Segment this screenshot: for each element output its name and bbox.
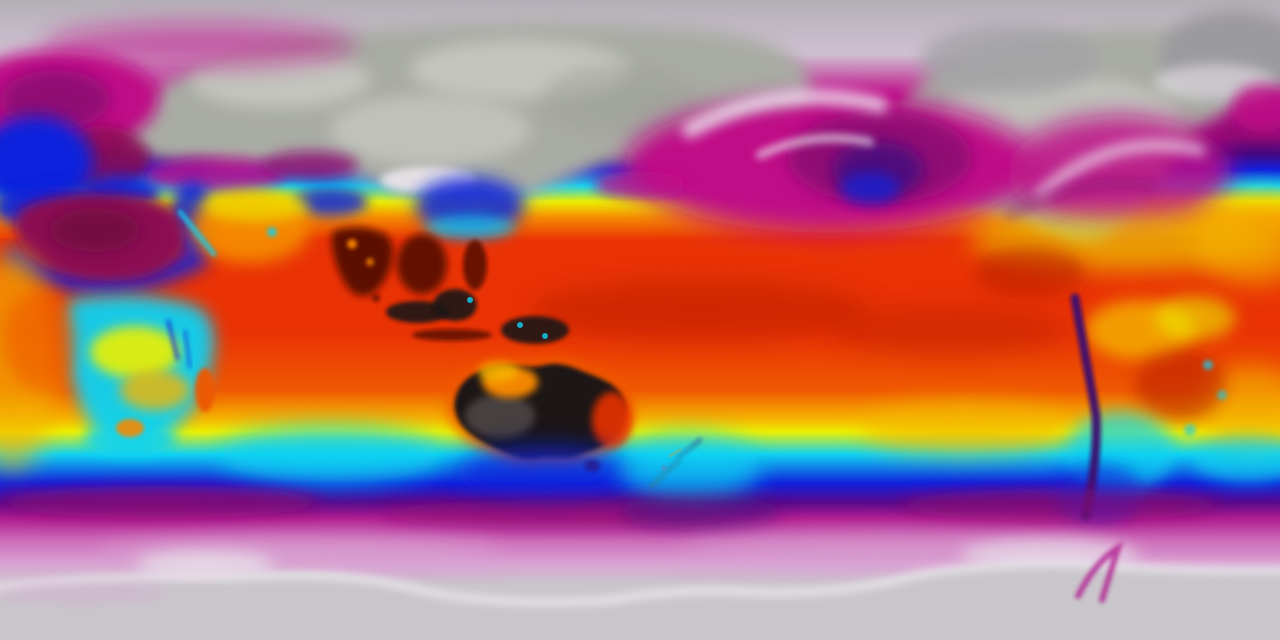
uruguay-cyan-fleck	[1184, 424, 1196, 436]
australian-bight-blue	[455, 446, 635, 498]
east-china-sea-cyan-fringe	[425, 215, 515, 239]
black-sea-magenta	[262, 151, 358, 179]
east-mediterranean-blue	[292, 188, 368, 216]
gulf-of-alaska-magenta	[1008, 116, 1232, 228]
australia-ash-gray-patch	[465, 394, 535, 438]
antarctic-coast-pink-haze	[0, 582, 170, 602]
northeast-atlantic-blue-pool	[0, 116, 93, 208]
pacific-white-swirl-arc-inner	[756, 134, 874, 159]
sri-lanka-dot	[372, 294, 380, 302]
rift-valley-thread	[166, 319, 180, 361]
northern-storm-systems	[0, 23, 1280, 239]
andes-purple-spine	[1070, 293, 1101, 520]
northwest-pacific-blue-core	[840, 172, 900, 204]
gulf-of-alaska-white-arc	[1034, 139, 1206, 201]
new-guinea-dark	[501, 316, 569, 344]
indochina-dark-patch	[397, 234, 447, 294]
gulf-of-alaska-deep-streak	[1005, 178, 1155, 220]
brazil-deep-red	[1135, 350, 1225, 420]
central-asia-plain	[330, 95, 530, 165]
gulf-of-guinea-orange	[5, 290, 75, 390]
southern-ocean-bands	[0, 402, 1280, 579]
southern-white-patch-west	[135, 551, 275, 579]
south-atlantic-cyan-edge	[1193, 438, 1280, 482]
maritime-cyan-fleck-2	[517, 322, 523, 328]
india-dark-patch	[331, 227, 393, 296]
maritime-cyan-fleck-3	[542, 333, 548, 339]
australia-region	[447, 356, 702, 489]
madagascar	[195, 368, 215, 412]
east-siberia-shade	[540, 65, 700, 135]
red-sea-cyan-line	[177, 209, 217, 257]
persian-gulf-cyan-dot	[267, 227, 277, 237]
brazil-coast-cyan-fleck-1	[1203, 360, 1213, 370]
antarctica-white-fringe	[0, 559, 1280, 607]
brazil-coast-cyan-fleck-2	[1217, 390, 1227, 400]
zambezi-amber-patch	[120, 370, 190, 410]
deccan-flame-fleck	[366, 258, 374, 266]
southern-purple-pool	[620, 494, 780, 530]
maritime-cyan-fleck-1	[467, 297, 473, 303]
java-chain-dark	[412, 329, 492, 341]
pacific-white-swirl-arc	[682, 88, 888, 138]
southern-magenta-streak-east	[900, 489, 1220, 521]
tasman-cyan-bulge	[620, 433, 760, 503]
congo-yellow-patch	[90, 326, 180, 378]
southern-magenta-streak-west	[0, 486, 320, 518]
indian-ocean-cyan-bulge	[220, 427, 440, 483]
tropical-belt-detail	[331, 195, 1280, 520]
balkans-magenta	[145, 157, 285, 193]
amazon-yellow-east	[1155, 296, 1235, 340]
caribbean-deep-red	[975, 247, 1085, 297]
antarctica-region	[0, 541, 1280, 640]
atlantic-right-edge-amber-north	[1195, 195, 1280, 285]
karoo-orange-spot	[116, 419, 144, 437]
rift-valley-thread-east	[183, 329, 192, 369]
philippines-dark-streak	[463, 240, 487, 290]
australia-east-red-edge	[592, 392, 632, 448]
borneo-dark	[433, 289, 477, 321]
antarctic-peninsula-pink	[1075, 541, 1124, 603]
africa-region	[0, 182, 310, 470]
sahara-dark-core	[49, 208, 141, 252]
japan-magenta-tongue	[594, 171, 686, 199]
south-africa-cyan	[84, 422, 176, 458]
australia-north-amber-glow	[478, 362, 518, 382]
barents-pink-streak	[45, 23, 355, 67]
pacific-deep-red-streak-east	[830, 305, 1070, 355]
arctic-archipelago	[920, 25, 1100, 95]
india-flame-fleck	[347, 239, 357, 249]
labrador-sea-magenta	[1232, 84, 1280, 132]
antarctica-ice-sheet	[0, 562, 1280, 640]
north-atlantic-maroon-core	[0, 70, 110, 130]
southeast-pacific-amber	[860, 402, 1070, 454]
pacific-deep-red-streak	[530, 280, 870, 340]
arabia-yellow-fringe	[200, 191, 310, 221]
